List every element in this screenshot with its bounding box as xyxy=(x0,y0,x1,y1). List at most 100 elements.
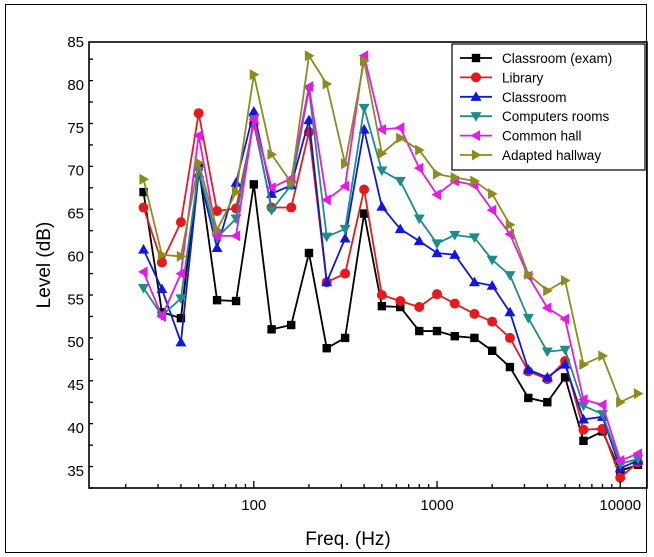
data-point xyxy=(487,346,497,355)
data-point xyxy=(394,176,406,187)
data-point xyxy=(541,302,552,314)
data-point xyxy=(249,180,259,189)
data-point xyxy=(450,172,461,184)
data-point xyxy=(559,358,571,369)
legend-item: Classroom xyxy=(460,90,567,105)
data-point xyxy=(211,230,222,242)
data-point xyxy=(579,358,589,370)
series-line xyxy=(142,54,639,462)
data-point xyxy=(175,217,186,228)
data-point xyxy=(193,129,203,141)
data-point xyxy=(449,249,461,259)
data-point xyxy=(287,177,297,189)
data-point xyxy=(286,202,297,213)
y-tick-label: 55 xyxy=(67,291,84,308)
data-point xyxy=(321,194,331,206)
series-layer xyxy=(138,50,644,483)
y-axis-title: Level (dB) xyxy=(34,222,55,309)
data-point xyxy=(304,248,314,258)
data-point xyxy=(522,364,534,374)
data-point xyxy=(632,448,643,460)
data-point xyxy=(340,333,350,343)
data-point xyxy=(267,148,278,160)
data-point xyxy=(138,202,149,213)
data-point xyxy=(358,103,370,114)
data-point xyxy=(175,268,186,280)
legend-item: Library xyxy=(460,70,544,85)
data-point xyxy=(340,268,351,279)
data-point xyxy=(487,316,498,327)
data-point xyxy=(596,399,607,411)
series-4 xyxy=(138,50,643,467)
x-tick-label: 10000 xyxy=(599,497,641,514)
data-point xyxy=(415,144,425,156)
data-point xyxy=(559,345,571,356)
data-point xyxy=(468,276,480,287)
legend-item: Common hall xyxy=(460,129,582,144)
x-tick-label: 100 xyxy=(241,497,266,514)
data-point xyxy=(414,302,425,313)
legend: Classroom (exam) Library Classroom Computer… xyxy=(451,43,646,171)
data-point xyxy=(543,285,553,297)
data-point xyxy=(505,219,516,231)
data-point xyxy=(470,333,479,343)
data-point xyxy=(396,132,406,144)
data-point xyxy=(249,69,260,81)
legend-swatch-marker xyxy=(471,149,482,161)
data-point xyxy=(194,157,205,169)
data-point xyxy=(449,230,461,241)
data-point xyxy=(176,250,187,262)
data-point xyxy=(432,168,443,180)
data-point xyxy=(504,271,516,281)
data-point xyxy=(340,158,351,170)
data-point xyxy=(616,396,626,408)
legend-label: Adapted hallway xyxy=(502,148,601,163)
legend-swatch-marker xyxy=(470,130,481,142)
data-point xyxy=(212,295,222,305)
data-point xyxy=(377,148,388,159)
data-point xyxy=(231,186,242,198)
data-point xyxy=(450,331,459,341)
data-point xyxy=(633,388,644,400)
data-point xyxy=(231,296,241,306)
data-point xyxy=(376,201,388,211)
series-line xyxy=(142,54,639,404)
legend-label: Library xyxy=(502,70,544,85)
series-line xyxy=(142,165,639,472)
data-point xyxy=(578,424,589,435)
legend-label: Classroom (exam) xyxy=(502,51,612,66)
data-point xyxy=(230,177,242,187)
data-point xyxy=(376,123,386,135)
data-point xyxy=(139,173,150,185)
data-point xyxy=(138,266,148,278)
data-point xyxy=(359,209,369,218)
data-point xyxy=(614,455,625,467)
data-point xyxy=(559,313,570,325)
data-point xyxy=(431,247,443,258)
data-point xyxy=(486,280,498,290)
data-point xyxy=(248,113,258,125)
data-point xyxy=(413,162,424,174)
data-point xyxy=(376,290,387,301)
data-point xyxy=(486,204,497,216)
data-point xyxy=(449,298,460,309)
data-point xyxy=(468,233,480,244)
data-point xyxy=(615,472,626,483)
legend-box xyxy=(451,43,646,171)
data-point xyxy=(543,398,552,407)
data-point xyxy=(431,189,442,201)
data-point xyxy=(321,232,333,243)
data-point xyxy=(413,235,425,246)
data-point xyxy=(359,184,370,195)
data-point xyxy=(579,436,588,446)
series-line xyxy=(142,110,639,470)
data-point xyxy=(524,393,533,403)
data-point xyxy=(359,55,370,67)
legend-item: Classroom (exam) xyxy=(460,51,612,66)
legend-swatch-marker xyxy=(470,112,482,122)
y-tick-label: 50 xyxy=(67,334,84,351)
data-point xyxy=(541,347,553,358)
data-point xyxy=(322,343,331,353)
data-point xyxy=(230,230,241,242)
data-point xyxy=(376,166,388,177)
